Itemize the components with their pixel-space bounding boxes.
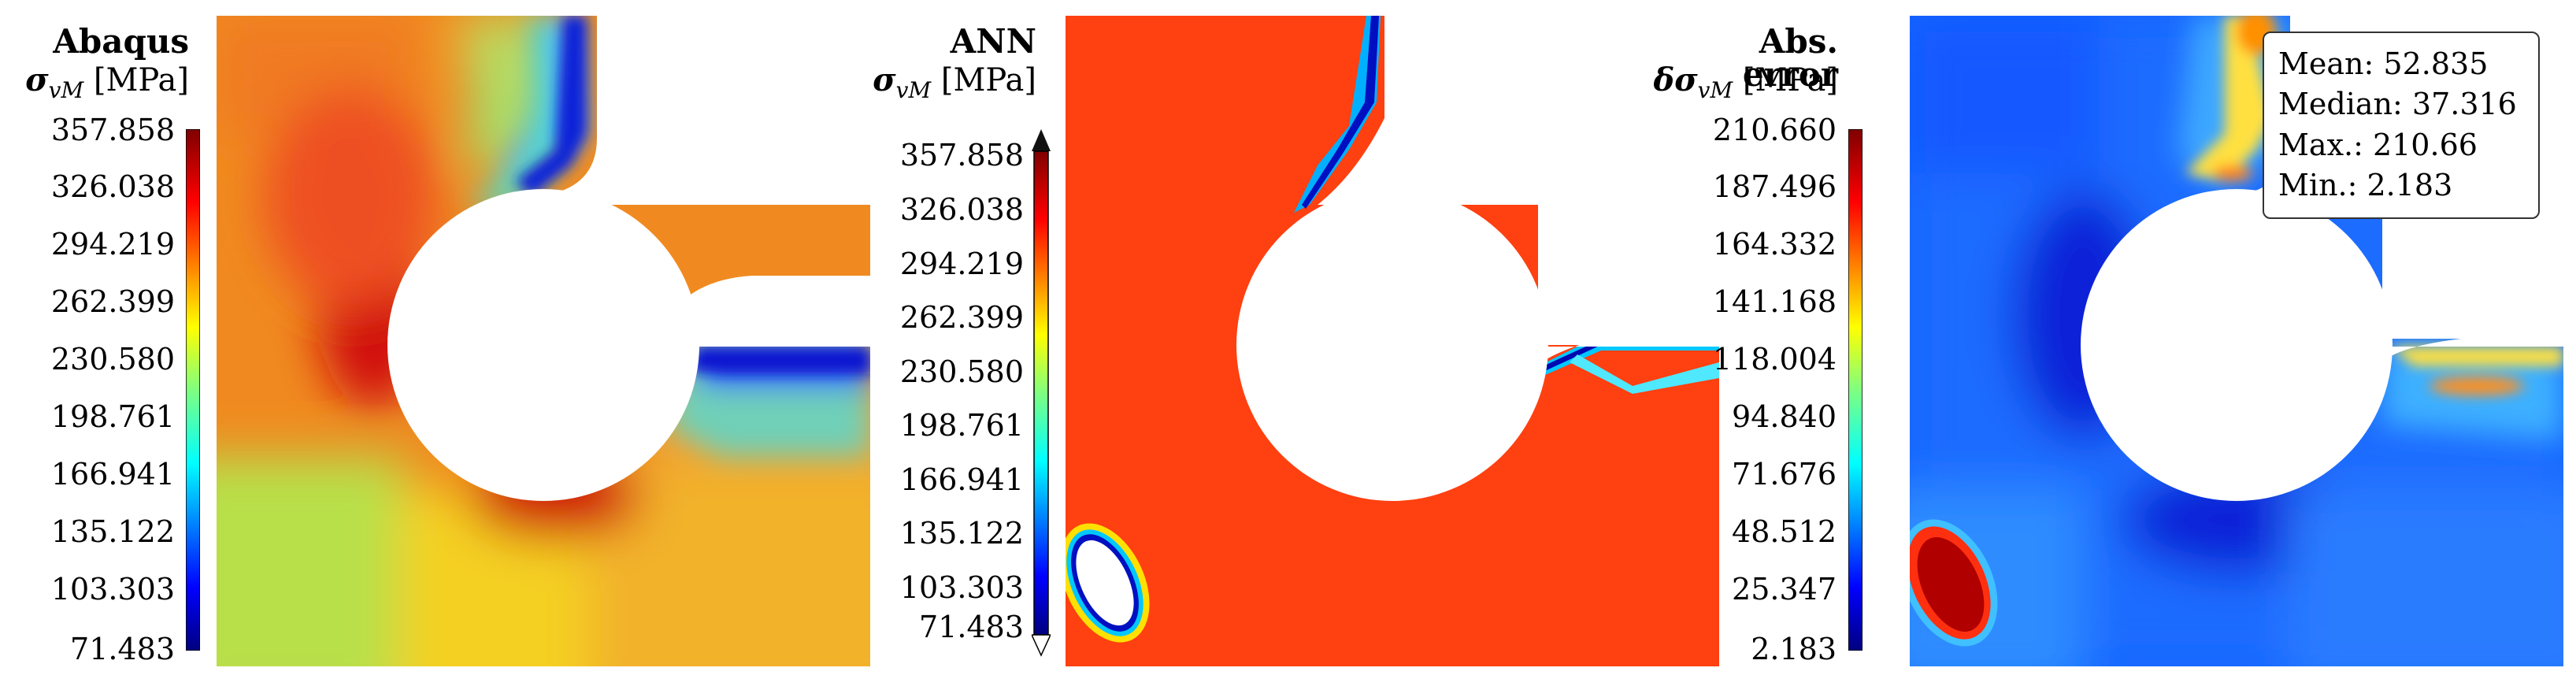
colorbar: [1032, 129, 1051, 657]
colorbar-tick: 230.580: [899, 354, 1024, 389]
unit-label: [MPa]: [1742, 62, 1838, 98]
panel-quantity-label: δσvM [MPa]: [1607, 65, 1838, 102]
colorbar-tick: 48.512: [1732, 514, 1837, 549]
colorbar-tick: 135.122: [899, 516, 1024, 551]
colorbar-tick: 25.347: [1732, 572, 1837, 607]
stress-contour-plot: [1066, 16, 1719, 666]
panel-quantity-label: σvM [MPa]: [0, 65, 189, 102]
colorbar-tick: 357.858: [899, 138, 1024, 172]
colorbar-tick: 141.168: [1712, 284, 1837, 319]
panel-quantity-label: σvM [MPa]: [851, 65, 1036, 102]
colorbar-tick: 164.332: [1712, 227, 1837, 262]
colorbar-tick: 2.183: [1751, 632, 1837, 666]
colorbar-tick: 103.303: [899, 570, 1024, 605]
colorbar-tick: 294.219: [50, 227, 175, 262]
colorbar-tick: 357.858: [50, 113, 175, 147]
colorbar-tick: 94.840: [1732, 399, 1837, 434]
colorbar-tick: 118.004: [1712, 342, 1837, 377]
colorbar-tick: 71.483: [919, 610, 1024, 644]
colorbar-tick: 230.580: [50, 342, 175, 377]
colorbar-tick: 326.038: [50, 169, 175, 204]
colorbar-tick: 71.676: [1732, 457, 1837, 492]
colorbar-tick: 326.038: [899, 192, 1024, 227]
quantity-subscript: vM: [895, 77, 932, 103]
stat-max: Max.: 210.66: [2278, 127, 2478, 162]
colorbar: [1848, 129, 1863, 651]
colorbar-tick: 198.761: [50, 399, 175, 434]
quantity-subscript: vM: [48, 77, 84, 103]
stress-contour-plot: [217, 16, 870, 666]
quantity-symbol: δσ: [1653, 61, 1698, 98]
stat-mean: Mean: 52.835: [2278, 46, 2489, 81]
colorbar-tick: 262.399: [50, 284, 175, 319]
stat-median: Median: 37.316: [2278, 87, 2517, 122]
unit-label: [MPa]: [93, 62, 189, 98]
colorbar-tick: 166.941: [899, 462, 1024, 497]
quantity-symbol: σ: [25, 61, 49, 98]
quantity-symbol: σ: [873, 61, 896, 98]
panel-title: Abaqus: [53, 22, 189, 61]
error-statistics-box: Mean: 52.835 Median: 37.316 Max.: 210.66…: [2263, 32, 2540, 219]
colorbar-tick: 210.660: [1712, 113, 1837, 147]
colorbar-tick: 187.496: [1712, 169, 1837, 204]
colorbar-tick: 294.219: [899, 247, 1024, 281]
panel-title: ANN: [950, 22, 1036, 61]
unit-label: [MPa]: [940, 62, 1036, 98]
colorbar-tick: 166.941: [50, 457, 175, 492]
colorbar-tick: 198.761: [899, 408, 1024, 443]
stat-min: Min.: 2.183: [2278, 167, 2453, 202]
colorbar-tick: 262.399: [899, 300, 1024, 335]
colorbar-tick: 71.483: [70, 632, 175, 666]
colorbar: [186, 129, 200, 651]
colorbar-tick: 103.303: [50, 572, 175, 607]
panel-title: Abs. error: [1742, 22, 1838, 94]
quantity-subscript: vM: [1697, 77, 1733, 103]
colorbar-tick: 135.122: [50, 514, 175, 549]
